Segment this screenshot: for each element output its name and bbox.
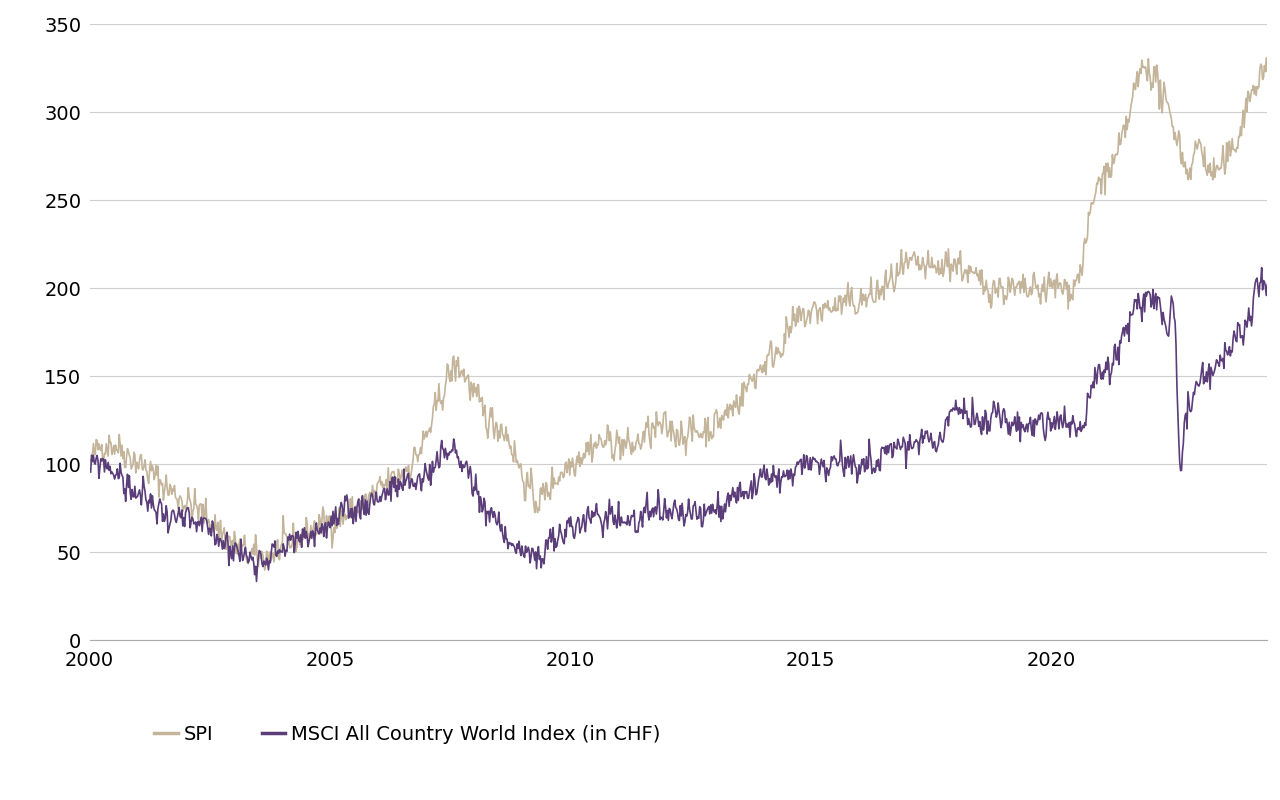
Line: SPI: SPI xyxy=(91,58,1267,570)
Legend: SPI, MSCI All Country World Index (in CHF): SPI, MSCI All Country World Index (in CH… xyxy=(146,718,668,752)
Line: MSCI All Country World Index (in CHF): MSCI All Country World Index (in CHF) xyxy=(91,268,1267,582)
